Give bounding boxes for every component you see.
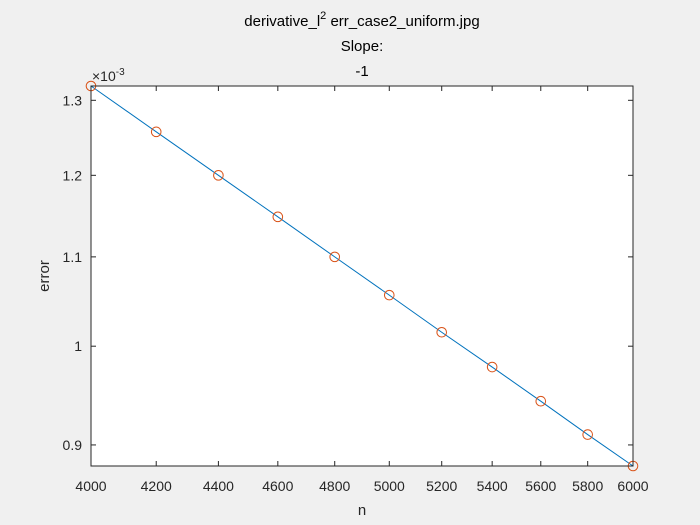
x-tick-label: 5400 bbox=[477, 478, 508, 494]
y-tick-label: 1.1 bbox=[63, 249, 83, 265]
data-point-marker bbox=[213, 170, 224, 181]
x-tick-label: 4200 bbox=[141, 478, 172, 494]
y-tick-label: 1.2 bbox=[63, 167, 83, 183]
data-point-marker bbox=[535, 395, 547, 407]
y-tick-label: 1 bbox=[74, 338, 82, 354]
data-point-marker bbox=[150, 126, 162, 138]
axis-ticks: 4000 4200 4400 4600 4800 5000 5200 5400 5600 5800… bbox=[63, 86, 649, 494]
x-tick-label: 4800 bbox=[319, 478, 350, 494]
series-line bbox=[90, 85, 634, 467]
data-series bbox=[85, 80, 639, 472]
data-point-marker bbox=[329, 251, 341, 263]
y-exponent-label: ×10-3 bbox=[92, 67, 125, 84]
chart-title-suffix: err_case2_uniform.jpg bbox=[326, 13, 479, 30]
x-tick-label: 4000 bbox=[75, 478, 106, 494]
chart-title-line-2: Slope: bbox=[341, 38, 384, 55]
data-point-marker bbox=[582, 429, 593, 440]
data-point-marker bbox=[486, 361, 498, 373]
x-tick-label: 4400 bbox=[203, 478, 234, 494]
y-tick-label: 1.3 bbox=[63, 92, 83, 108]
chart-title-superscript: 2 bbox=[320, 10, 326, 22]
y-exponent-base: ×10 bbox=[92, 68, 116, 84]
y-tick-label: 0.9 bbox=[63, 437, 83, 453]
axes-box bbox=[90, 85, 634, 467]
chart-title-line-1: derivative_l2 err_case2_uniform.jpg bbox=[244, 10, 479, 30]
chart-title-line-3: -1 bbox=[355, 63, 368, 80]
data-point-marker bbox=[383, 289, 395, 301]
x-tick-label: 5800 bbox=[572, 478, 603, 494]
x-tick-label: 6000 bbox=[617, 478, 648, 494]
data-point-marker bbox=[436, 326, 448, 338]
chart-title-prefix: derivative_l bbox=[244, 13, 320, 30]
x-tick-label: 5000 bbox=[374, 478, 405, 494]
x-axis-label: n bbox=[358, 502, 366, 519]
y-axis-label: error bbox=[36, 260, 53, 292]
y-exponent-power: -3 bbox=[116, 67, 125, 78]
x-tick-label: 5200 bbox=[426, 478, 457, 494]
data-point-marker bbox=[272, 211, 284, 223]
x-tick-label: 4600 bbox=[262, 478, 293, 494]
x-tick-label: 5600 bbox=[525, 478, 556, 494]
